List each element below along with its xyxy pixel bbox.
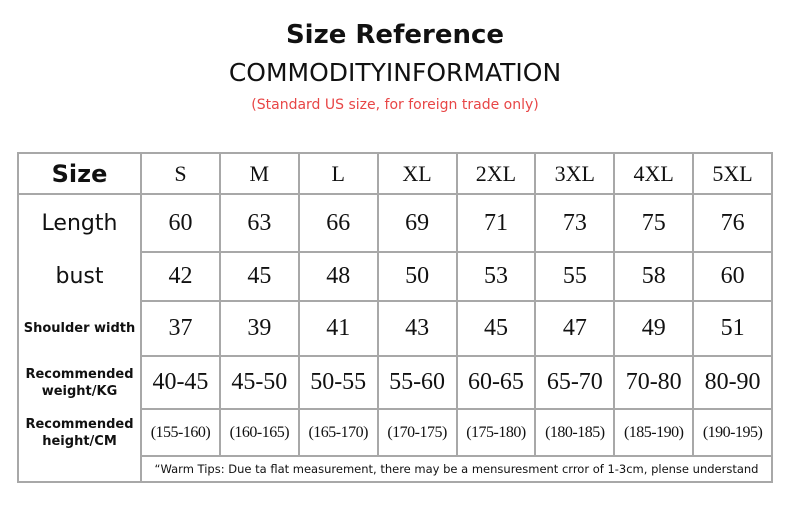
cell-value: (155-160) xyxy=(140,408,221,457)
row-label: Length xyxy=(17,194,142,252)
cell-value: 51 xyxy=(692,300,773,357)
size-label: XL xyxy=(376,152,458,195)
cell-value: 60 xyxy=(140,193,221,253)
cell-value: 80-90 xyxy=(692,355,773,410)
table-row: bust 42 45 48 50 53 55 58 60 xyxy=(17,251,773,302)
table-row: Recommended height/CM (155-160) (160-165)(… xyxy=(17,408,773,457)
cell-value: 40-45 xyxy=(140,355,221,410)
row-label: Recommended weight/KG xyxy=(17,356,142,409)
cell-value: (165-170) xyxy=(297,408,379,457)
cell-value: 45 xyxy=(218,251,300,302)
cell-value: 37 xyxy=(140,300,221,357)
subtitle: COMMODITYINFORMATION xyxy=(228,58,562,87)
cell-value: 63 xyxy=(218,193,300,253)
cell-value: 73 xyxy=(534,193,616,253)
cell-value: (180-185) xyxy=(534,408,616,457)
cell-value: 42 xyxy=(140,251,221,302)
tip-row: “Warm Tips: Due ta flat measurement, the… xyxy=(17,455,773,483)
cell-value: (170-175) xyxy=(376,408,458,457)
row-label: Recommended height/CM xyxy=(17,409,142,456)
table-row: Recommended weight/KG 40-45 45-50 50-55 55-6… xyxy=(17,355,773,410)
cell-value: 69 xyxy=(376,193,458,253)
cell-value: 50 xyxy=(376,251,458,302)
cell-value: 45 xyxy=(455,300,537,357)
size-label: S xyxy=(140,152,221,195)
cell-value: 71 xyxy=(455,193,537,253)
size-table: Size S M L XL 2XL 3XL 4XL 5XL Length 60 63 66 69 71 73 7… xyxy=(17,152,773,483)
cell-value: 60-65 xyxy=(455,355,537,410)
cell-value: 47 xyxy=(534,300,616,357)
size-label: 4XL xyxy=(613,152,695,195)
note: (Standard US size, for foreign trade onl… xyxy=(251,97,539,113)
cell-value: 75 xyxy=(613,193,695,253)
cell-value: 76 xyxy=(692,193,773,253)
cell-value: 48 xyxy=(297,251,379,302)
size-label: 2XL xyxy=(455,152,537,195)
empty-cell xyxy=(17,456,142,482)
cell-value: 55-60 xyxy=(376,355,458,410)
cell-value: (175-180) xyxy=(455,408,537,457)
header-row: Size S M L XL 2XL 3XL 4XL 5XL xyxy=(17,152,773,195)
cell-value: 55 xyxy=(534,251,616,302)
cell-value: 60 xyxy=(692,251,773,302)
cell-value: 66 xyxy=(297,193,379,253)
size-label: M xyxy=(218,152,300,195)
table-row: Length 60 63 66 69 71 73 75 76 xyxy=(17,193,773,253)
cell-value: 58 xyxy=(613,251,695,302)
cell-value: 53 xyxy=(455,251,537,302)
cell-value: 43 xyxy=(376,300,458,357)
warm-tip: “Warm Tips: Due ta flat measurement, the… xyxy=(140,455,773,483)
cell-value: (185-190) xyxy=(613,408,695,457)
size-label: L xyxy=(297,152,379,195)
cell-value: 39 xyxy=(218,300,300,357)
cell-value: (190-195) xyxy=(692,408,773,457)
cell-value: 41 xyxy=(297,300,379,357)
title: Size Reference xyxy=(285,20,505,50)
cell-value: 50-55 xyxy=(297,355,379,410)
cell-value: (160-165) xyxy=(218,408,300,457)
size-label: 5XL xyxy=(692,152,773,195)
table-row: Shoulder width 37 39 41 43 45 47 49 51 xyxy=(17,300,773,357)
cell-value: 49 xyxy=(613,300,695,357)
row-label: Shoulder width xyxy=(17,301,142,356)
size-heading: Size xyxy=(17,153,142,195)
row-label: bust xyxy=(17,252,142,301)
size-label: 3XL xyxy=(534,152,616,195)
cell-value: 65-70 xyxy=(534,355,616,410)
cell-value: 70-80 xyxy=(613,355,695,410)
cell-value: 45-50 xyxy=(218,355,300,410)
